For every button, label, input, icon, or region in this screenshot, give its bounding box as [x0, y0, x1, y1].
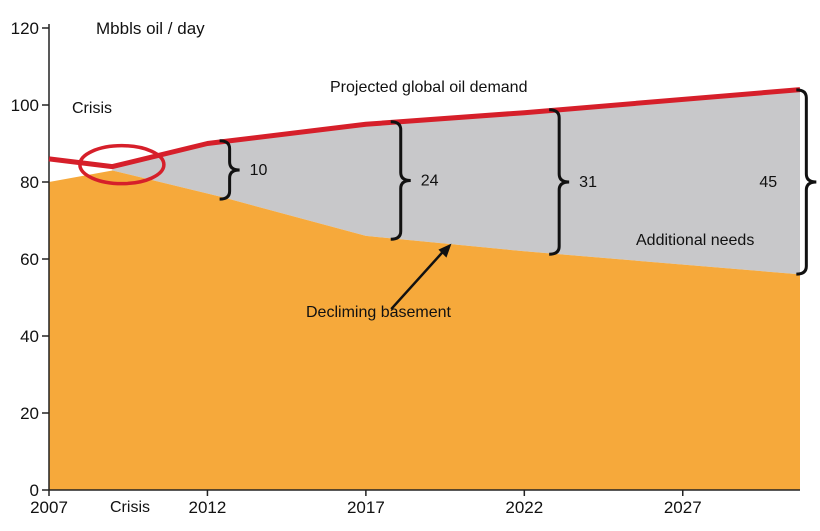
gap-brace — [549, 108, 570, 256]
y-axis-label: Mbbls oil / day — [96, 19, 205, 38]
x-tick-label: 2017 — [347, 498, 385, 517]
gap-brace — [219, 139, 240, 201]
y-tick-label: 20 — [20, 404, 39, 423]
basement-arrow-head — [438, 243, 452, 258]
x-tick-label: 2022 — [505, 498, 543, 517]
y-tick-label: 100 — [11, 96, 39, 115]
basement-label: Decliming basement — [306, 304, 452, 321]
y-tick-label: 40 — [20, 327, 39, 346]
x-tick-label: 2012 — [189, 498, 227, 517]
y-tick-label: 60 — [20, 250, 39, 269]
gap-value-label: 24 — [421, 172, 439, 189]
additional-needs-label: Additional needs — [636, 232, 754, 249]
y-tick-label: 0 — [30, 481, 39, 500]
plot-area: 0 20 40 60 80 100 120 2007 2012 2017 2022 2027 10 24 3… — [11, 19, 817, 517]
gap-value-label: 31 — [579, 174, 597, 191]
demand-line — [48, 87, 801, 170]
crisis-label-bottom: Crisis — [110, 499, 150, 516]
gap-brace — [390, 120, 411, 241]
x-tick-label: 2007 — [30, 498, 68, 517]
x-tick-label: 2027 — [664, 498, 702, 517]
gap-value-label: 45 — [759, 174, 777, 191]
y-tick-label: 80 — [20, 173, 39, 192]
crisis-ellipse — [78, 143, 166, 186]
basement-arrow-shaft — [390, 248, 447, 310]
y-tick-label: 120 — [11, 19, 39, 38]
crisis-label-top: Crisis — [72, 100, 112, 117]
gap-value-label: 10 — [250, 162, 268, 179]
demand-label: Projected global oil demand — [330, 79, 527, 96]
basement-area — [49, 170, 800, 490]
